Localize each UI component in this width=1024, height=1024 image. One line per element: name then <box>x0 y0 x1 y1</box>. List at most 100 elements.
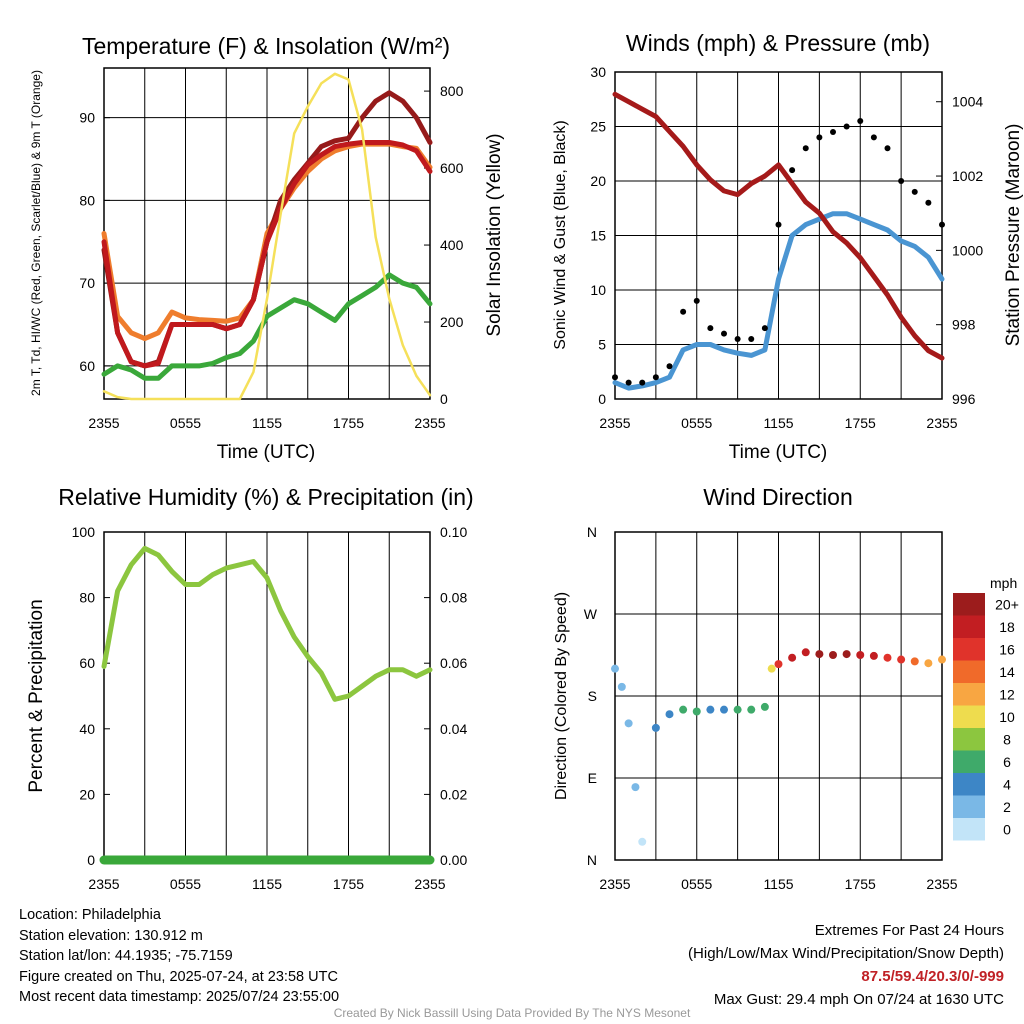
direction-point <box>856 651 865 659</box>
panel-winds: Winds (mph) & Pressure (mb) 2355 0555 1155… <box>552 30 1024 463</box>
series-gust-dot <box>748 336 755 343</box>
temperature-xaxis-label: Time (UTC) <box>217 442 316 463</box>
y-tick-label: 80 <box>79 192 95 208</box>
series-gust-dot <box>939 221 945 228</box>
series-gust-dot <box>911 188 918 195</box>
direction-point <box>801 648 810 657</box>
x-tick-label: 1155 <box>763 876 793 892</box>
x-tick-label: 2355 <box>926 415 957 431</box>
temperature-plot-area: 2355 0555 1155 1755 2355 60 70 80 90 0 200 400 600 80… <box>79 67 464 431</box>
winds-xaxis-label: Time (UTC) <box>729 442 828 463</box>
panel-wind-direction: Wind Direction 2355 0555 1155 1755 2355NESWN… <box>553 484 1019 892</box>
y-tick-label: 90 <box>79 110 95 126</box>
extremes-keys: (High/Low/Max Wind/Precipitation/Snow De… <box>688 945 1004 962</box>
direction-point <box>679 705 688 714</box>
y2-tick-label: 800 <box>440 83 464 99</box>
y-tick-label: 40 <box>79 721 95 737</box>
winds-y2axis-label: Station Pressure (Maroon) <box>1003 124 1024 347</box>
colorbar-label: 12 <box>999 686 1015 702</box>
direction-point <box>842 650 851 659</box>
series-gust-dot <box>734 336 741 343</box>
series-gust-dot <box>830 128 836 135</box>
x-tick-label: 1755 <box>845 876 876 892</box>
colorbar-swatch <box>953 615 985 638</box>
colorbar-swatch <box>953 705 985 728</box>
colorbar-swatch <box>953 728 985 751</box>
colorbar-swatch <box>953 750 985 773</box>
direction-point <box>869 651 878 660</box>
y-tick-label: 5 <box>598 337 606 353</box>
direction-point <box>733 705 742 714</box>
x-tick-label: 2355 <box>926 876 957 892</box>
y-tick-label: 0 <box>598 391 606 407</box>
y-tick-label: N <box>587 852 597 868</box>
humidity-panel-title: Relative Humidity (%) & Precipitation (i… <box>58 484 473 510</box>
series-gust-dot <box>707 325 714 332</box>
direction-point <box>706 705 715 714</box>
y2-tick-label: 0.04 <box>440 721 467 737</box>
y-tick-label: N <box>587 524 597 540</box>
x-tick-label: 0555 <box>681 415 712 431</box>
y2-tick-label: 998 <box>952 317 976 333</box>
series-gust-dot <box>843 123 850 130</box>
x-tick-label: 2355 <box>414 415 445 431</box>
series-gust-dot <box>680 308 687 315</box>
colorbar-unit-label: mph <box>990 575 1017 591</box>
series-gust-dot <box>761 325 768 332</box>
series-gust-dot <box>898 178 905 184</box>
x-tick-label: 0555 <box>170 415 201 431</box>
direction-point <box>767 664 776 673</box>
winds-panel-title: Winds (mph) & Pressure (mb) <box>626 30 930 56</box>
direction-point <box>829 651 837 659</box>
temperature-panel-title: Temperature (F) & Insolation (W/m²) <box>82 33 450 59</box>
location-text: Location: Philadelphia <box>19 907 161 923</box>
y-tick-label: 0 <box>87 852 95 868</box>
colorbar-swatch <box>953 818 985 841</box>
x-tick-label: 1755 <box>845 415 876 431</box>
series-gust-dot <box>612 374 618 381</box>
colorbar-label: 14 <box>999 664 1015 680</box>
direction-point <box>883 653 892 662</box>
y2-tick-label: 0.00 <box>440 852 467 868</box>
colorbar-swatch <box>953 795 985 818</box>
x-tick-label: 2355 <box>414 876 445 892</box>
series-station-pressure-line <box>612 91 945 361</box>
humidity-plot-area: 2355 0555 1155 1755 2355 0 20 40 60 80 100 0.00 0.02… <box>72 524 468 892</box>
created-text: Figure created on Thu, 2025-07-24, at 23… <box>19 968 338 985</box>
series-line-2m-td <box>101 272 433 381</box>
colorbar-label: 0 <box>1003 821 1011 837</box>
x-tick-label: 1155 <box>252 876 282 892</box>
extremes-title: Extremes For Past 24 Hours <box>814 922 1004 939</box>
y2-tick-label: 0 <box>440 391 448 407</box>
series-gust-dot <box>884 145 891 152</box>
winds-plot-area: 2355 0555 1155 1755 2355 0 5 10 15 20 25 30 996 998 10… <box>590 64 983 431</box>
recent-timestamp-text: Most recent data timestamp: 2025/07/24 2… <box>19 989 340 1005</box>
series-gust-dot <box>625 379 632 386</box>
max-gust-text: Max Gust: 29.4 mph On 07/24 at 1630 UTC <box>713 991 1004 1008</box>
colorbar-swatch <box>953 638 985 661</box>
direction-point <box>638 837 647 846</box>
direction-point <box>910 657 919 666</box>
y2-tick-label: 1000 <box>952 242 983 258</box>
series-gust-dot <box>789 167 796 174</box>
series-gust-dot <box>693 297 700 304</box>
y-tick-label: S <box>588 688 597 704</box>
x-tick-label: 1155 <box>252 415 282 431</box>
credit-line: Created By Nick Bassill Using Data Provi… <box>333 1006 691 1020</box>
colorbar-label: 2 <box>1003 799 1011 815</box>
y2-tick-label: 996 <box>952 391 976 407</box>
colorbar-label: 4 <box>1003 776 1011 792</box>
x-tick-label: 1155 <box>763 415 793 431</box>
y-tick-label: 20 <box>590 173 606 189</box>
x-tick-label: 1755 <box>333 876 364 892</box>
series-line-insolation <box>102 72 432 401</box>
colorbar-label: 18 <box>999 619 1015 635</box>
extremes-values: 87.5/59.4/20.3/0/-999 <box>861 968 1004 985</box>
y2-tick-label: 0.06 <box>440 655 467 671</box>
direction-point <box>631 783 640 792</box>
direction-point <box>651 723 660 732</box>
x-tick-label: 2355 <box>88 876 119 892</box>
colorbar-label: 10 <box>999 709 1015 725</box>
y2-tick-label: 400 <box>440 237 464 253</box>
series-gust-dot <box>857 118 864 125</box>
